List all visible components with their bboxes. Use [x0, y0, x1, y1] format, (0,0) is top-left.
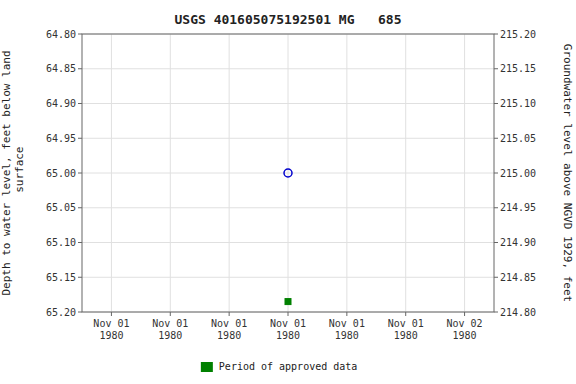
tick-label: 215.10 [500, 98, 536, 109]
tick-label: 215.15 [500, 63, 536, 74]
tick [229, 312, 230, 316]
tick [78, 312, 82, 313]
tick [111, 312, 112, 316]
tick [494, 103, 498, 104]
tick-label: 65.10 [46, 237, 76, 248]
tick-label: 65.00 [46, 168, 76, 179]
plot-frame [82, 34, 494, 312]
tick [78, 68, 82, 69]
tick-label: 215.00 [500, 168, 536, 179]
axis-label: Groundwater level above NGVD 1929, feet [561, 44, 574, 302]
title: USGS 401605075192501 MG 685 [175, 12, 402, 27]
tick-label: Nov 011980 [270, 318, 306, 341]
tick [494, 34, 498, 35]
tick [494, 173, 498, 174]
tick-label: 214.90 [500, 237, 536, 248]
tick-label: 65.20 [46, 307, 76, 318]
tick-label: Nov 011980 [93, 318, 129, 341]
tick [78, 173, 82, 174]
tick [494, 138, 498, 139]
tick-label: 64.95 [46, 133, 76, 144]
tick [78, 277, 82, 278]
tick [78, 103, 82, 104]
axis-label: Depth to water level, feet below land su… [0, 50, 26, 295]
tick [170, 312, 171, 316]
tick-label: Nov 011980 [329, 318, 365, 341]
tick-label: Nov 011980 [388, 318, 424, 341]
tick-label: 64.80 [46, 29, 76, 40]
grid [82, 34, 494, 312]
grid-line [170, 34, 171, 312]
tick [346, 312, 347, 316]
tick [494, 207, 498, 208]
tick [78, 34, 82, 35]
grid-line [464, 34, 465, 312]
grid-line [229, 34, 230, 312]
tick-label: Nov 011980 [211, 318, 247, 341]
legend-label: Period of approved data [219, 361, 357, 372]
chart: 64.80 64.85 64.90 64.95 65.00 65.05 65.10 65.15… [0, 0, 576, 384]
tick [494, 312, 498, 313]
tick-label: 215.20 [500, 29, 536, 40]
tick [78, 138, 82, 139]
point [284, 169, 292, 177]
tick [405, 312, 406, 316]
grid-line [346, 34, 347, 312]
background [0, 0, 576, 384]
grid-line [288, 34, 289, 312]
tick [494, 242, 498, 243]
grid-line [111, 34, 112, 312]
tick-label: Nov 011980 [152, 318, 188, 341]
legend: Period of approved data [201, 361, 357, 372]
axes: 64.80 64.85 64.90 64.95 65.00 65.05 65.10 65.15… [46, 29, 536, 342]
marks [284, 169, 292, 305]
tick-label: 64.85 [46, 63, 76, 74]
grid-line [405, 34, 406, 312]
tick-label: 214.95 [500, 202, 536, 213]
tick [494, 68, 498, 69]
tick-label: 215.05 [500, 133, 536, 144]
tick [78, 242, 82, 243]
tick-label: Nov 021980 [447, 318, 483, 341]
tick-label: 64.90 [46, 98, 76, 109]
point [285, 299, 291, 305]
tick [78, 207, 82, 208]
tick-label: 214.80 [500, 307, 536, 318]
tick [494, 277, 498, 278]
tick [288, 312, 289, 316]
tick-label: 65.05 [46, 202, 76, 213]
tick [464, 312, 465, 316]
series [285, 299, 291, 305]
tick-label: 214.85 [500, 272, 536, 283]
legend-swatch [201, 362, 213, 372]
tick-label: 65.15 [46, 272, 76, 283]
series [284, 169, 292, 177]
